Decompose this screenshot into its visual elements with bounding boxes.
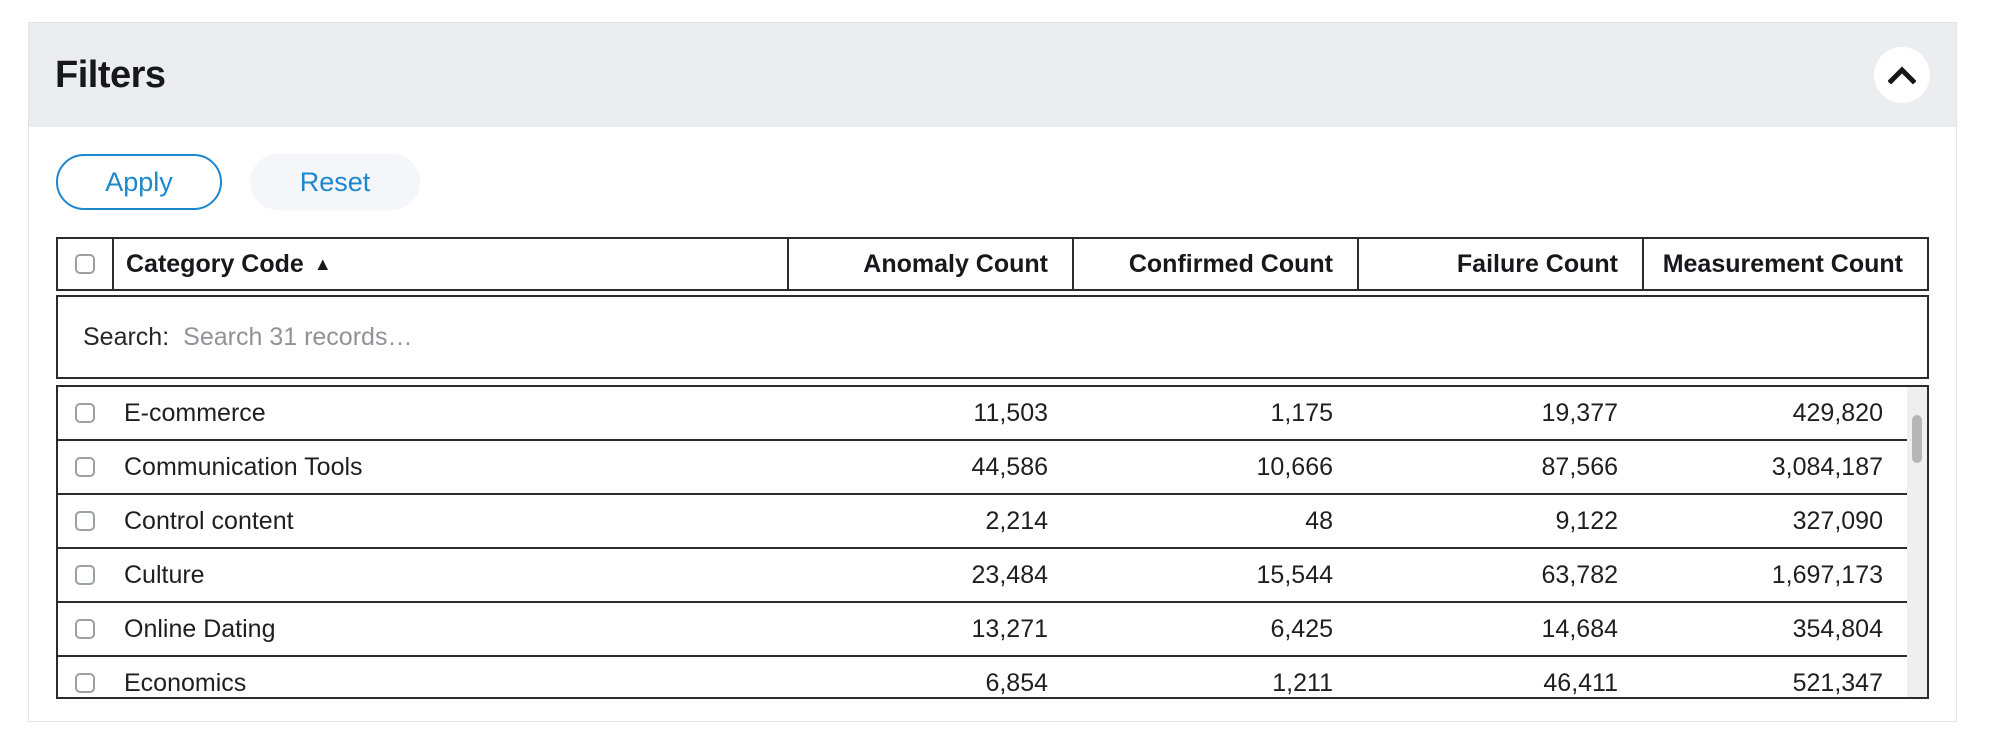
cell-failure-count: 9,122 [1555,506,1618,535]
row-checkbox-cell [58,565,112,585]
column-header-measurement-count[interactable]: Measurement Count [1642,239,1927,289]
header-checkbox-cell [58,239,112,289]
cell-measurement-count: 521,347 [1792,668,1883,697]
cell-failure-count: 46,411 [1543,668,1618,697]
table-body-scroll-area: E-commerce 11,503 1,175 19,377 429,820 C… [56,385,1929,699]
cell-failure-count: 14,684 [1541,614,1618,643]
cell-confirmed-count: 48 [1305,506,1333,535]
column-header-label: Category Code [126,249,304,278]
cell-category-code: Culture [124,560,205,589]
row-checkbox[interactable] [75,457,95,477]
row-checkbox-cell [58,511,112,531]
cell-category-code: Control content [124,506,294,535]
filters-panel: Filters Apply Reset Category Code ▲ [28,22,1957,722]
reset-button[interactable]: Reset [250,154,420,210]
sort-ascending-icon: ▲ [313,253,332,274]
column-header-failure-count[interactable]: Failure Count [1357,239,1642,289]
table-row: Economics 6,854 1,211 46,411 521,347 [58,657,1907,697]
filters-panel-body: Apply Reset Category Code ▲ Anomaly Coun… [29,127,1956,726]
column-header-anomaly-count[interactable]: Anomaly Count [787,239,1072,289]
row-checkbox-cell [58,457,112,477]
row-checkbox[interactable] [75,673,95,693]
cell-category-code: E-commerce [124,398,266,427]
scrollbar-thumb[interactable] [1912,415,1922,463]
panel-title: Filters [55,53,166,96]
row-checkbox-cell [58,403,112,423]
filters-panel-header: Filters [29,23,1956,127]
apply-button[interactable]: Apply [56,154,222,210]
search-input[interactable] [183,297,1927,377]
row-checkbox[interactable] [75,619,95,639]
category-filter-table: Category Code ▲ Anomaly Count Confirmed … [56,237,1929,699]
row-checkbox[interactable] [75,565,95,585]
cell-category-code: Communication Tools [124,452,363,481]
cell-measurement-count: 429,820 [1792,398,1883,427]
cell-failure-count: 87,566 [1541,452,1618,481]
cell-measurement-count: 1,697,173 [1771,560,1883,589]
cell-measurement-count: 354,804 [1792,614,1883,643]
scrollbar-track[interactable] [1907,387,1927,697]
table-rows: E-commerce 11,503 1,175 19,377 429,820 C… [58,387,1907,697]
column-header-confirmed-count[interactable]: Confirmed Count [1072,239,1357,289]
cell-anomaly-count: 11,503 [973,398,1048,427]
collapse-filters-button[interactable] [1874,47,1930,103]
table-row: Culture 23,484 15,544 63,782 1,697,173 [58,549,1907,603]
row-checkbox[interactable] [75,403,95,423]
cell-confirmed-count: 1,211 [1272,668,1333,697]
cell-category-code: Online Dating [124,614,276,643]
cell-anomaly-count: 44,586 [971,452,1048,481]
column-header-label: Measurement Count [1662,249,1903,278]
table-row: Control content 2,214 48 9,122 327,090 [58,495,1907,549]
row-checkbox-cell [58,673,112,693]
row-checkbox-cell [58,619,112,639]
cell-measurement-count: 327,090 [1792,506,1883,535]
row-checkbox[interactable] [75,511,95,531]
cell-anomaly-count: 2,214 [985,506,1048,535]
search-label: Search: [83,322,170,351]
table-row: Communication Tools 44,586 10,666 87,566… [58,441,1907,495]
cell-anomaly-count: 6,854 [985,668,1048,697]
table-header-row: Category Code ▲ Anomaly Count Confirmed … [56,237,1929,291]
cell-anomaly-count: 23,484 [971,560,1048,589]
select-all-checkbox[interactable] [75,254,95,274]
cell-category-code: Economics [124,668,247,697]
table-row: Online Dating 13,271 6,425 14,684 354,80… [58,603,1907,657]
filter-actions: Apply Reset [56,154,1929,210]
cell-confirmed-count: 1,175 [1270,398,1333,427]
table-row: E-commerce 11,503 1,175 19,377 429,820 [58,387,1907,441]
column-header-category-code[interactable]: Category Code ▲ [112,239,787,289]
cell-failure-count: 63,782 [1541,560,1618,589]
column-header-label: Anomaly Count [863,249,1048,278]
cell-confirmed-count: 6,425 [1270,614,1333,643]
cell-confirmed-count: 10,666 [1256,452,1333,481]
column-header-label: Failure Count [1456,249,1618,278]
cell-measurement-count: 3,084,187 [1771,452,1883,481]
cell-confirmed-count: 15,544 [1256,560,1333,589]
table-search-row: Search: [56,295,1929,379]
cell-anomaly-count: 13,271 [971,614,1048,643]
column-header-label: Confirmed Count [1128,249,1333,278]
cell-failure-count: 19,377 [1541,398,1618,427]
chevron-up-icon [1888,66,1916,84]
